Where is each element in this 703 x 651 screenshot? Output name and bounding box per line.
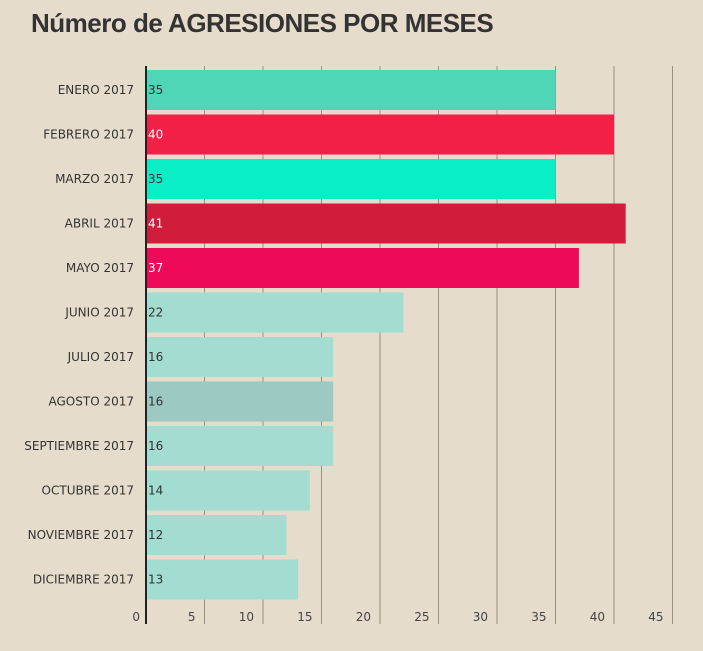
category-label: OCTUBRE 2017 <box>42 484 134 498</box>
category-label: SEPTIEMBRE 2017 <box>24 439 134 453</box>
bar <box>146 292 404 333</box>
data-label: 22 <box>148 306 163 320</box>
category-label: JUNIO 2017 <box>64 306 134 320</box>
bar <box>146 470 310 511</box>
data-label: 35 <box>148 172 163 186</box>
category-label: NOVIEMBRE 2017 <box>28 528 134 542</box>
category-label: MARZO 2017 <box>55 172 134 186</box>
x-tick-label: 5 <box>188 610 196 624</box>
x-tick-label: 25 <box>414 610 429 624</box>
data-label: 16 <box>148 395 163 409</box>
x-tick-label: 0 <box>132 610 140 624</box>
bar <box>146 114 614 155</box>
data-label: 37 <box>148 261 163 275</box>
x-tick-label: 30 <box>473 610 488 624</box>
data-label: 16 <box>148 439 163 453</box>
bar <box>146 337 334 377</box>
x-tick-label: 10 <box>239 610 254 624</box>
category-label: ENERO 2017 <box>58 83 134 97</box>
data-label: 14 <box>148 484 163 498</box>
category-label: FEBRERO 2017 <box>43 128 134 142</box>
bar <box>146 515 287 555</box>
bar <box>146 248 579 288</box>
bar <box>146 559 299 600</box>
data-label: 40 <box>148 128 163 142</box>
chart-title: Número de AGRESIONES POR MESES <box>31 8 494 38</box>
x-tick-label: 40 <box>590 610 605 624</box>
category-label: DICIEMBRE 2017 <box>33 573 134 587</box>
data-label: 12 <box>148 528 163 542</box>
category-label: ABRIL 2017 <box>65 217 134 231</box>
x-tick-label: 15 <box>297 610 312 624</box>
bar <box>146 70 556 110</box>
bar <box>146 426 334 466</box>
category-label: JULIO 2017 <box>67 350 134 364</box>
x-tick-label: 45 <box>648 610 663 624</box>
bar <box>146 381 334 422</box>
bar <box>146 159 556 199</box>
data-label: 35 <box>148 83 163 97</box>
data-label: 16 <box>148 350 163 364</box>
bar <box>146 203 626 244</box>
category-label: AGOSTO 2017 <box>49 395 135 409</box>
x-tick-label: 20 <box>356 610 371 624</box>
x-tick-label: 35 <box>531 610 546 624</box>
category-label: MAYO 2017 <box>66 261 134 275</box>
data-label: 13 <box>148 573 163 587</box>
data-label: 41 <box>148 217 163 231</box>
